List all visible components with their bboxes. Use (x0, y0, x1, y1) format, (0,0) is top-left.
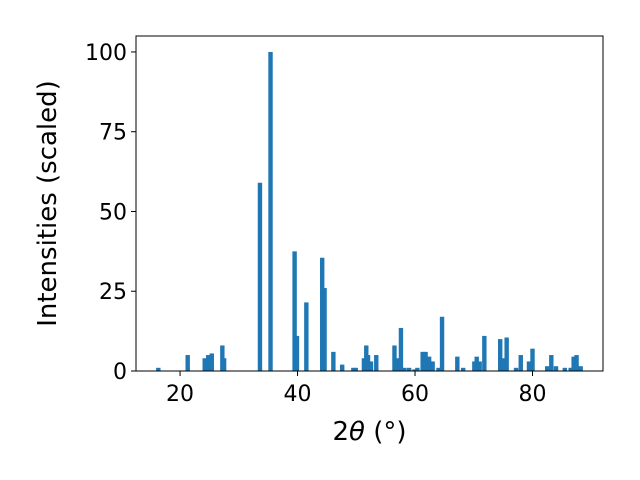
bar (268, 51, 273, 371)
x-axis-label: 2θ (°) (332, 417, 406, 447)
x-axis-label-suffix: (°) (365, 417, 407, 447)
bar (420, 351, 425, 371)
bar (368, 361, 374, 371)
bar (426, 356, 432, 371)
bar (455, 356, 460, 371)
bar (209, 353, 214, 371)
y-axis-label: Intensities (scaled) (33, 80, 63, 327)
bar (498, 339, 503, 371)
bar (513, 367, 519, 371)
bar (406, 367, 412, 371)
bar (436, 367, 441, 371)
bar (439, 316, 445, 371)
bar (574, 355, 579, 371)
y-tick-label: 75 (99, 121, 127, 146)
bar (221, 358, 227, 371)
x-axis-label-symbol: θ (349, 417, 365, 447)
bar (568, 367, 573, 371)
plot-frame (135, 35, 604, 372)
bar (395, 358, 400, 371)
x-tick-label: 20 (166, 382, 194, 407)
y-tick-label: 100 (85, 41, 127, 66)
x-tick-label: 40 (284, 382, 312, 407)
bar (202, 358, 207, 371)
bar (392, 345, 397, 371)
bar (322, 288, 327, 371)
bar (415, 367, 420, 371)
bar (339, 364, 345, 371)
bar (571, 356, 576, 371)
bar (500, 358, 506, 371)
x-axis-ticks: 20 40 60 80 (166, 371, 547, 407)
bar (477, 361, 482, 371)
bar (504, 337, 509, 371)
bar (474, 356, 479, 371)
bar (482, 335, 487, 371)
bars-group (156, 51, 583, 371)
bar (518, 355, 523, 371)
bar (292, 251, 297, 371)
bar (526, 361, 532, 371)
bar (156, 367, 161, 371)
bar (351, 367, 356, 371)
x-tick-label: 80 (519, 382, 547, 407)
bar (353, 367, 358, 371)
bar (185, 355, 190, 371)
bar (206, 355, 211, 371)
bar (460, 367, 466, 371)
bar (472, 361, 477, 371)
bar (544, 366, 550, 371)
bar (430, 361, 435, 371)
bar (294, 335, 300, 371)
bar (530, 348, 535, 371)
bar (304, 302, 309, 371)
bar (423, 351, 428, 371)
y-tick-label: 50 (99, 200, 127, 225)
y-tick-label: 0 (113, 360, 127, 385)
x-tick-label: 60 (401, 382, 429, 407)
bar (361, 358, 367, 371)
y-axis-ticks: 0 25 50 75 100 (85, 41, 136, 385)
bar (398, 327, 404, 371)
y-tick-label: 25 (99, 280, 127, 305)
bar (562, 367, 568, 371)
bar (257, 182, 263, 371)
bar (402, 367, 407, 371)
bar (365, 355, 371, 371)
bar (578, 366, 583, 371)
bar (374, 355, 379, 371)
bar (320, 257, 325, 371)
bar (553, 366, 559, 371)
bar (331, 351, 336, 371)
x-axis-label-prefix: 2 (332, 417, 349, 447)
bar (549, 355, 554, 371)
bar (412, 369, 417, 371)
